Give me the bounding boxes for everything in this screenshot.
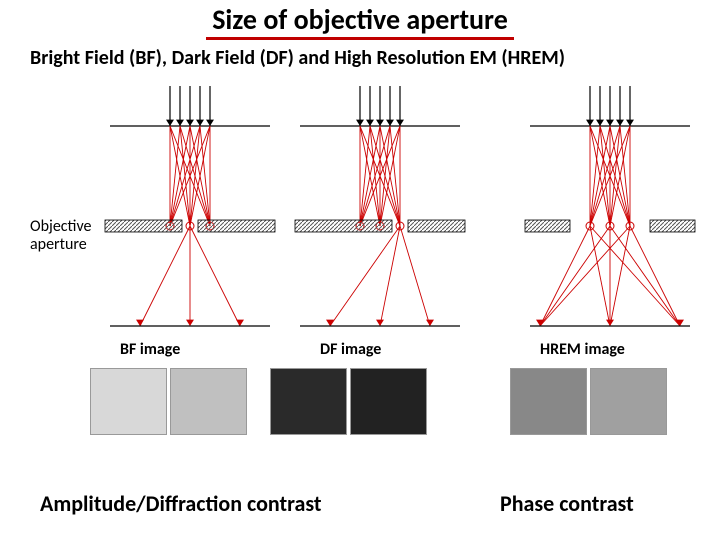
amplitude-contrast-label: Amplitude/Diffraction contrast [40,490,322,517]
bf-image-label: BF image [120,340,180,359]
subtitle: Bright Field (BF), Dark Field (DF) and H… [30,46,710,70]
hrem-sample-image-2 [590,368,667,435]
df-image-label: DF image [320,340,381,359]
bf-sample-image-1 [90,368,167,435]
df-sample-image-1 [270,368,347,435]
df-sample-image-2 [350,368,427,435]
ray-diagram-bf [100,86,280,346]
ray-diagram-df [290,86,470,346]
ray-diagram-hrem [520,86,700,346]
hrem-sample-image-1 [510,368,587,435]
bf-sample-image-2 [170,368,247,435]
phase-contrast-label: Phase contrast [500,490,634,517]
hrem-image-label: HREM image [540,340,625,359]
page-title: Size of objective aperture [0,2,720,37]
objective-aperture-label: Objective aperture [30,218,92,253]
title-text: Size of objective aperture [206,2,514,40]
